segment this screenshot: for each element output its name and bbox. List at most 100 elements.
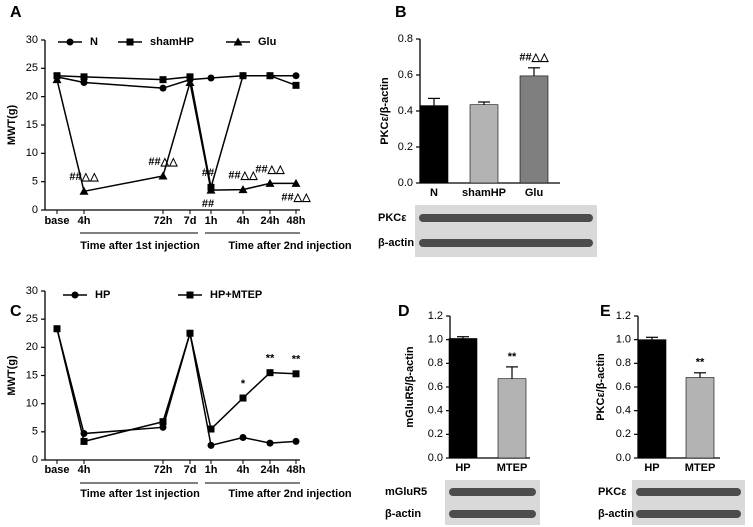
panel-letter: C xyxy=(10,303,22,320)
marker xyxy=(239,433,247,441)
blot-label: PKCε xyxy=(598,486,627,498)
blot-band xyxy=(419,239,593,247)
marker xyxy=(266,439,274,447)
blot-label: PKCε xyxy=(378,212,407,224)
panel-letter: A xyxy=(10,4,22,21)
significance-label: * xyxy=(241,378,246,390)
series-line xyxy=(56,328,297,443)
y-tick-label: 0.2 xyxy=(398,141,413,153)
legend-label: HP+MTEP xyxy=(210,289,262,301)
significance-label: ** xyxy=(508,351,517,363)
marker xyxy=(292,437,300,445)
marker xyxy=(292,81,300,89)
significance-label: ##△△ xyxy=(281,191,311,203)
y-tick-label: 0.6 xyxy=(616,381,631,393)
x-tick-label: base xyxy=(44,464,69,476)
x-tick-label: HP xyxy=(644,462,659,474)
blot-label: mGluR5 xyxy=(385,486,427,498)
y-tick-label: 1.0 xyxy=(428,334,443,346)
x-tick-label: MTEP xyxy=(685,462,716,474)
panel-letter: D xyxy=(398,303,410,320)
marker xyxy=(80,437,88,445)
marker xyxy=(207,441,215,449)
y-tick-label: 30 xyxy=(26,285,38,297)
marker xyxy=(185,78,195,86)
marker xyxy=(186,329,194,337)
y-tick-label: 0.4 xyxy=(616,405,631,417)
marker xyxy=(266,72,274,80)
y-tick-label: 0.0 xyxy=(428,452,443,464)
marker xyxy=(239,72,247,80)
marker xyxy=(126,38,134,46)
y-tick-label: 1.2 xyxy=(616,310,631,322)
panel-letter: B xyxy=(395,4,407,21)
marker xyxy=(53,325,61,333)
marker xyxy=(233,37,243,46)
y-tick-label: 20 xyxy=(26,91,38,103)
y-tick-label: 5 xyxy=(32,176,38,188)
y-tick-label: 25 xyxy=(26,62,38,74)
y-tick-label: 0.2 xyxy=(616,428,631,440)
marker xyxy=(292,72,300,80)
blot-band xyxy=(636,488,741,496)
x-axis-title: Time after 2nd injection xyxy=(228,488,352,500)
marker xyxy=(186,291,194,299)
blot-label: β-actin xyxy=(378,237,414,249)
marker xyxy=(159,76,167,84)
bar xyxy=(469,104,499,184)
marker xyxy=(186,73,194,81)
y-axis-title: PKCε/β-actin xyxy=(595,353,607,421)
y-tick-label: 5 xyxy=(32,426,38,438)
significance-label: ##△△ xyxy=(519,52,549,64)
y-axis-title: MWT(g) xyxy=(6,355,18,396)
x-tick-label: MTEP xyxy=(497,462,528,474)
bar xyxy=(448,338,478,459)
series-line xyxy=(56,328,297,447)
y-tick-label: 0.4 xyxy=(428,405,443,417)
marker xyxy=(159,84,167,92)
marker xyxy=(52,75,62,84)
x-tick-label: base xyxy=(44,215,69,227)
marker xyxy=(206,185,216,194)
marker xyxy=(291,178,301,187)
marker xyxy=(66,38,74,46)
marker xyxy=(239,394,247,402)
x-tick-label: 48h xyxy=(287,464,306,476)
blot-band xyxy=(449,488,536,496)
x-tick-label: 24h xyxy=(261,215,280,227)
x-tick-label: 1h xyxy=(205,464,218,476)
significance-label: ** xyxy=(292,354,301,366)
series-line xyxy=(56,79,296,193)
y-tick-label: 0.6 xyxy=(398,69,413,81)
legend-label: shamHP xyxy=(150,36,194,48)
x-axis-title: Time after 1st injection xyxy=(80,488,200,500)
y-tick-label: 0.0 xyxy=(398,177,413,189)
marker xyxy=(71,291,79,299)
marker xyxy=(159,418,167,426)
y-axis-title: MWT(g) xyxy=(6,105,18,146)
x-tick-label: 24h xyxy=(261,464,280,476)
series-line xyxy=(56,74,297,188)
x-axis-title: Time after 1st injection xyxy=(80,240,200,252)
y-tick-label: 15 xyxy=(26,119,38,131)
marker xyxy=(292,370,300,378)
panel-letter: E xyxy=(600,303,611,320)
legend-label: N xyxy=(90,36,98,48)
x-tick-label: 72h xyxy=(154,464,173,476)
blot-image xyxy=(415,205,597,257)
y-tick-label: 0.0 xyxy=(616,452,631,464)
marker xyxy=(266,369,274,377)
x-tick-label: shamHP xyxy=(462,187,506,199)
marker xyxy=(207,425,215,433)
x-tick-label: Glu xyxy=(525,187,543,199)
x-tick-label: 48h xyxy=(287,215,306,227)
y-tick-label: 1.2 xyxy=(428,310,443,322)
bar xyxy=(497,378,527,459)
bar xyxy=(519,75,549,184)
blot-band xyxy=(636,510,741,518)
significance-label: ##△△ xyxy=(69,171,99,183)
legend-label: Glu xyxy=(258,36,276,48)
marker xyxy=(79,186,89,195)
blot-label: β-actin xyxy=(598,508,634,520)
bar xyxy=(419,105,449,184)
